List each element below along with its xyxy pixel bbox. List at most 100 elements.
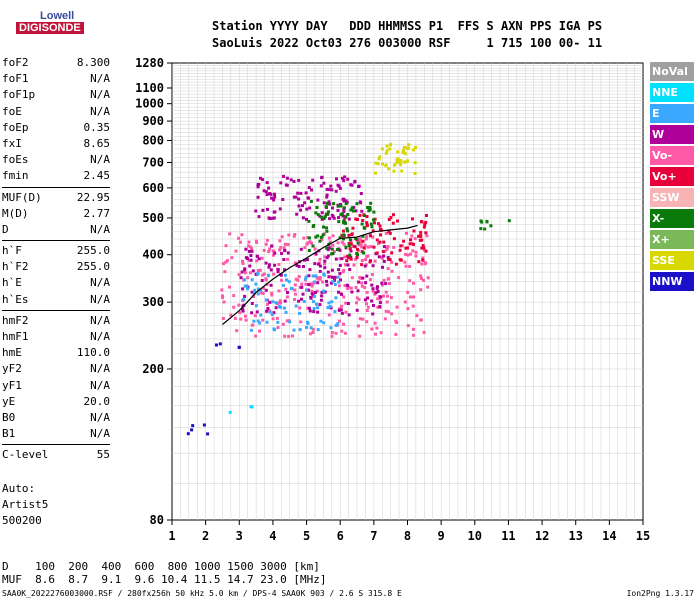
data-point [330, 331, 334, 334]
data-point [302, 265, 305, 268]
x-tick-label: 4 [269, 529, 276, 543]
logo-line2: DIGISONDE [16, 22, 84, 34]
data-point [422, 246, 426, 250]
data-point [243, 271, 247, 275]
data-point [316, 213, 320, 217]
data-point [365, 215, 369, 218]
data-point [411, 217, 414, 221]
data-point [331, 215, 335, 218]
data-point [267, 186, 271, 190]
data-point [314, 252, 318, 256]
data-point [307, 186, 311, 190]
data-point [346, 213, 350, 216]
data-point [318, 214, 322, 218]
param-value: N/A [90, 276, 110, 290]
data-point [224, 244, 228, 248]
data-point [350, 290, 354, 294]
data-point [333, 310, 337, 314]
x-tick-label: 5 [303, 529, 310, 543]
data-point [366, 296, 370, 300]
data-point [220, 288, 224, 292]
logo-line1: Lowell [40, 10, 75, 22]
param-row: hmF1 N/A [2, 329, 112, 345]
data-point [359, 192, 363, 195]
data-point [243, 278, 247, 282]
param-row: hmE 110.0 [2, 345, 112, 361]
data-point [308, 332, 312, 336]
data-point [418, 238, 422, 242]
data-point [237, 303, 241, 307]
data-point [253, 314, 257, 318]
data-point [308, 309, 312, 313]
data-point [401, 150, 405, 154]
x-tick-label: 10 [468, 529, 482, 543]
data-point [261, 208, 265, 212]
data-point [349, 208, 353, 212]
data-point [356, 218, 359, 221]
data-point [421, 244, 425, 248]
data-point [250, 311, 254, 315]
data-point [392, 163, 396, 167]
data-point [352, 244, 356, 248]
data-point [414, 254, 418, 258]
data-point [259, 313, 263, 317]
data-point [241, 287, 245, 291]
data-point [369, 222, 373, 226]
x-tick-label: 13 [568, 529, 582, 543]
data-point [365, 221, 369, 225]
data-point [343, 263, 347, 267]
param-key: hmF1 [2, 330, 29, 343]
data-point [268, 263, 271, 267]
data-point [373, 292, 377, 296]
data-point [386, 245, 390, 248]
data-point [340, 311, 344, 315]
data-point [242, 298, 246, 302]
data-point [284, 183, 288, 187]
data-point [370, 225, 374, 229]
data-point [276, 270, 280, 274]
data-point [310, 289, 314, 293]
data-point [374, 171, 377, 175]
data-point [369, 201, 373, 205]
data-point [241, 259, 244, 263]
data-point [306, 258, 309, 262]
data-point [297, 178, 301, 182]
data-point [280, 235, 284, 239]
data-point [285, 278, 289, 282]
y-tick-label: 1100 [135, 81, 164, 95]
data-point [295, 264, 299, 267]
data-point [240, 270, 244, 274]
x-tick-label: 8 [404, 529, 411, 543]
data-point [329, 326, 333, 330]
data-point [322, 273, 326, 277]
data-point [269, 283, 273, 287]
param-key: yE [2, 394, 16, 408]
data-point [424, 249, 428, 253]
polarization-legend: NoVal NNE E W Vo- Vo+ SSW X- X+ SSE NNW [650, 62, 694, 293]
data-point [370, 273, 374, 276]
data-point [313, 280, 316, 284]
data-point [290, 286, 293, 290]
data-point [408, 295, 412, 299]
data-point [357, 243, 361, 247]
param-row: h`E N/A [2, 275, 112, 291]
data-point [339, 204, 343, 208]
data-point [273, 251, 277, 255]
data-point [277, 289, 281, 293]
param-value: 8.300 [76, 56, 110, 69]
data-point [375, 286, 379, 290]
data-point [292, 234, 296, 238]
data-point [305, 217, 308, 221]
data-point [371, 312, 375, 316]
data-point [422, 330, 426, 334]
data-point [254, 209, 258, 213]
data-point [383, 249, 387, 253]
data-point [426, 285, 430, 289]
data-point [373, 217, 377, 221]
data-point [279, 273, 283, 277]
data-point [315, 302, 318, 306]
data-point [309, 296, 313, 300]
data-point [365, 274, 369, 278]
data-point [284, 287, 288, 291]
data-point [190, 428, 194, 432]
